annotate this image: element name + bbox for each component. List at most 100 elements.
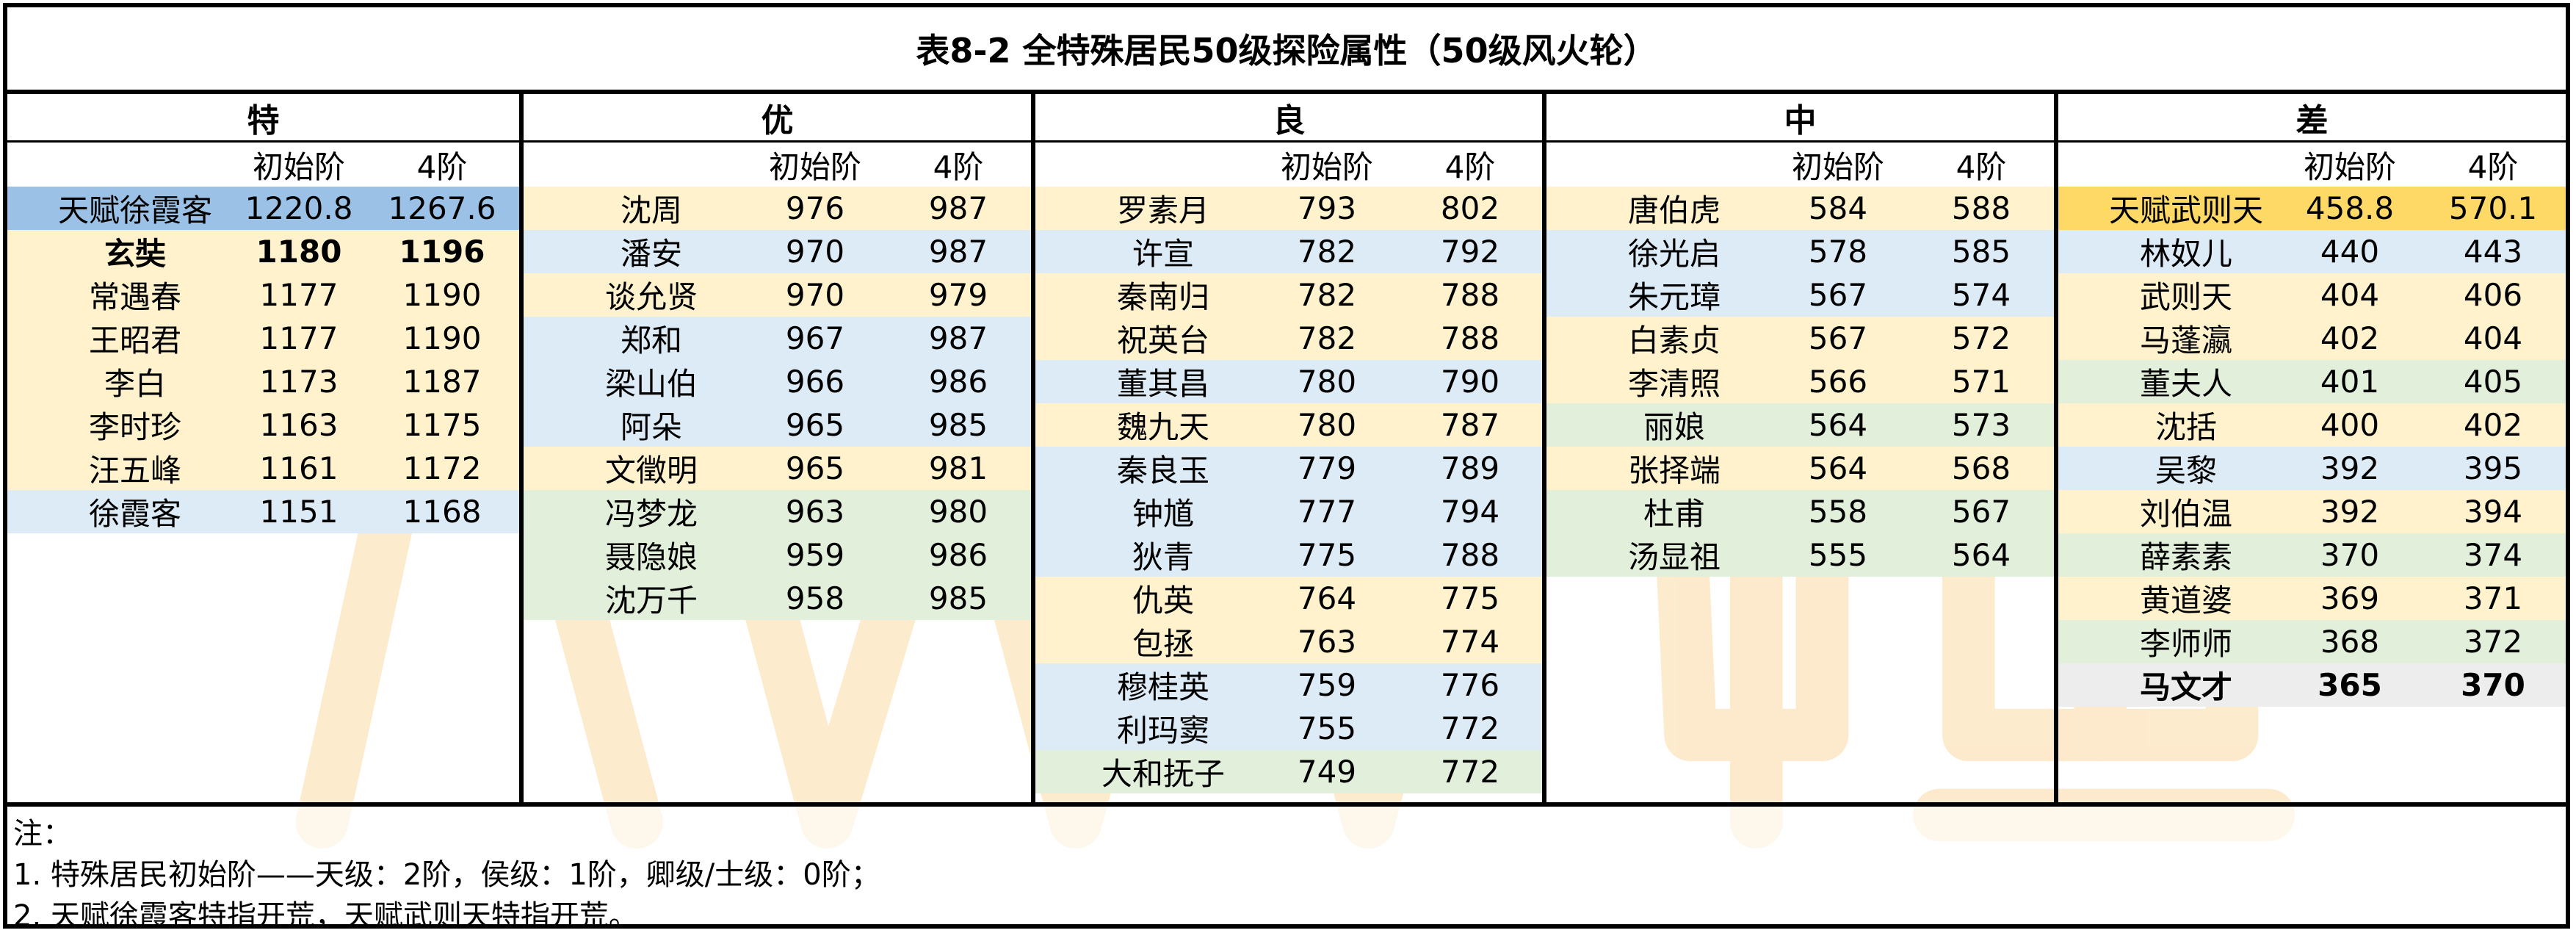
resident-name: 天赋徐霞客 bbox=[57, 192, 212, 228]
initial-value: 440 bbox=[2320, 234, 2380, 270]
resident-name: 李清照 bbox=[1627, 366, 1721, 402]
column-header-stage4: 4阶 bbox=[933, 148, 984, 185]
stage4-value: 790 bbox=[1440, 364, 1500, 400]
resident-name: 武则天 bbox=[2139, 279, 2232, 315]
note-line-2: 2. 天赋徐霞客特指开荒，天赋武则天特指开荒。 bbox=[13, 899, 638, 929]
resident-name: 刘伯温 bbox=[2139, 496, 2232, 532]
resident-name: 李时珍 bbox=[88, 409, 181, 445]
resident-name: 秦良玉 bbox=[1116, 453, 1209, 489]
table-row: 白素贞 567 572 bbox=[1546, 317, 2054, 360]
resident-name: 李师师 bbox=[2139, 626, 2232, 662]
stage4-value: 794 bbox=[1440, 494, 1500, 530]
column-header-initial: 初始阶 bbox=[1280, 148, 1373, 185]
table-row: 朱元璋 567 574 bbox=[1546, 273, 2054, 317]
stage4-value: 792 bbox=[1440, 234, 1500, 270]
resident-name: 薛素素 bbox=[2139, 539, 2232, 575]
stage4-value: 405 bbox=[2463, 364, 2523, 400]
table-row: 唐伯虎 584 588 bbox=[1546, 187, 2054, 230]
resident-name: 吴黎 bbox=[2154, 453, 2217, 489]
table-row: 狄青 775 788 bbox=[1035, 533, 1543, 577]
resident-name: 仇英 bbox=[1132, 583, 1194, 619]
stage4-value: 370 bbox=[2461, 667, 2525, 703]
group-header: 中 bbox=[1546, 94, 2054, 143]
initial-value: 959 bbox=[785, 537, 845, 573]
stage4-value: 985 bbox=[928, 580, 988, 616]
stage4-value: 788 bbox=[1440, 277, 1500, 313]
table-row: 王昭君 1177 1190 bbox=[7, 317, 519, 360]
resident-name: 林奴儿 bbox=[2139, 236, 2232, 272]
stage4-value: 788 bbox=[1440, 537, 1500, 573]
table-row: 祝英台 782 788 bbox=[1035, 317, 1543, 360]
initial-value: 404 bbox=[2320, 277, 2380, 313]
stage4-value: 981 bbox=[928, 450, 988, 486]
column-header-initial: 初始阶 bbox=[1791, 148, 1884, 185]
resident-name: 常遇春 bbox=[88, 279, 181, 315]
table-row: 徐霞客 1151 1168 bbox=[7, 490, 519, 533]
table-row: 李清照 566 571 bbox=[1546, 360, 2054, 403]
initial-value: 370 bbox=[2320, 537, 2380, 573]
table-row: 李白 1173 1187 bbox=[7, 360, 519, 403]
stage4-value: 585 bbox=[1951, 234, 2011, 270]
initial-value: 782 bbox=[1297, 277, 1357, 313]
table-row: 钟馗 777 794 bbox=[1035, 490, 1543, 533]
stage4-value: 774 bbox=[1440, 624, 1500, 660]
stage4-value: 568 bbox=[1951, 450, 2011, 486]
stage4-value: 371 bbox=[2463, 580, 2523, 616]
stage4-value: 1187 bbox=[402, 364, 482, 400]
table-row: 张择端 564 568 bbox=[1546, 447, 2054, 490]
table-row: 潘安 970 987 bbox=[524, 230, 1031, 273]
table-row: 薛素素 370 374 bbox=[2058, 533, 2566, 577]
stage4-value: 395 bbox=[2463, 450, 2523, 486]
initial-value: 779 bbox=[1297, 450, 1357, 486]
initial-value: 567 bbox=[1808, 320, 1868, 356]
resident-name: 玄奘 bbox=[104, 236, 166, 272]
stage4-value: 1196 bbox=[399, 234, 485, 270]
resident-name: 冯梦龙 bbox=[604, 496, 698, 532]
group-column: 良初始阶 4阶 罗素月 793 802 许宣 782 792 秦南归 782 788 祝英台 782 78… bbox=[1031, 94, 1543, 802]
initial-value: 965 bbox=[785, 450, 845, 486]
initial-value: 578 bbox=[1808, 234, 1868, 270]
table-row: 沈万千 958 985 bbox=[524, 577, 1031, 620]
initial-value: 1177 bbox=[259, 277, 339, 313]
group-header: 优 bbox=[524, 94, 1031, 143]
group-column: 优初始阶 4阶 沈周 976 987 潘安 970 987 谈允贤 970 979 郑和 967 987 梁… bbox=[519, 94, 1031, 802]
stage4-value: 443 bbox=[2463, 234, 2523, 270]
table-row: 郑和 967 987 bbox=[524, 317, 1031, 360]
resident-name: 徐霞客 bbox=[88, 496, 181, 532]
stage4-value: 1172 bbox=[402, 450, 482, 486]
stage4-value: 394 bbox=[2463, 494, 2523, 530]
initial-value: 963 bbox=[785, 494, 845, 530]
stage4-value: 802 bbox=[1440, 190, 1500, 226]
resident-name: 罗素月 bbox=[1116, 192, 1209, 228]
resident-name: 秦南归 bbox=[1116, 279, 1209, 315]
initial-value: 966 bbox=[785, 364, 845, 400]
table-row: 聂隐娘 959 986 bbox=[524, 533, 1031, 577]
stage4-value: 1267.6 bbox=[388, 190, 496, 226]
table-row: 秦南归 782 788 bbox=[1035, 273, 1543, 317]
table-row: 常遇春 1177 1190 bbox=[7, 273, 519, 317]
initial-value: 764 bbox=[1297, 580, 1357, 616]
table-row: 秦良玉 779 789 bbox=[1035, 447, 1543, 490]
stage4-value: 567 bbox=[1951, 494, 2011, 530]
resident-name: 马蓬瀛 bbox=[2139, 323, 2232, 359]
resident-name: 汤显祖 bbox=[1627, 539, 1721, 575]
table-title: 表8-2 全特殊居民50级探险属性（50级风火轮） bbox=[7, 7, 2566, 94]
stage4-value: 564 bbox=[1951, 537, 2011, 573]
initial-value: 763 bbox=[1297, 624, 1357, 660]
stage4-value: 571 bbox=[1951, 364, 2011, 400]
table-row: 吴黎 392 395 bbox=[2058, 447, 2566, 490]
initial-value: 780 bbox=[1297, 407, 1357, 443]
table-row: 天赋武则天 458.8 570.1 bbox=[2058, 187, 2566, 230]
resident-name: 聂隐娘 bbox=[604, 539, 698, 575]
resident-name: 汪五峰 bbox=[88, 453, 181, 489]
table-row: 马文才 365 370 bbox=[2058, 663, 2566, 707]
initial-value: 555 bbox=[1808, 537, 1868, 573]
table-row: 罗素月 793 802 bbox=[1035, 187, 1543, 230]
table-row: 许宣 782 792 bbox=[1035, 230, 1543, 273]
stage4-value: 986 bbox=[928, 537, 988, 573]
table-row: 马蓬瀛 402 404 bbox=[2058, 317, 2566, 360]
stage4-value: 404 bbox=[2463, 320, 2523, 356]
resident-name: 李白 bbox=[104, 366, 166, 402]
initial-value: 775 bbox=[1297, 537, 1357, 573]
table-row: 武则天 404 406 bbox=[2058, 273, 2566, 317]
